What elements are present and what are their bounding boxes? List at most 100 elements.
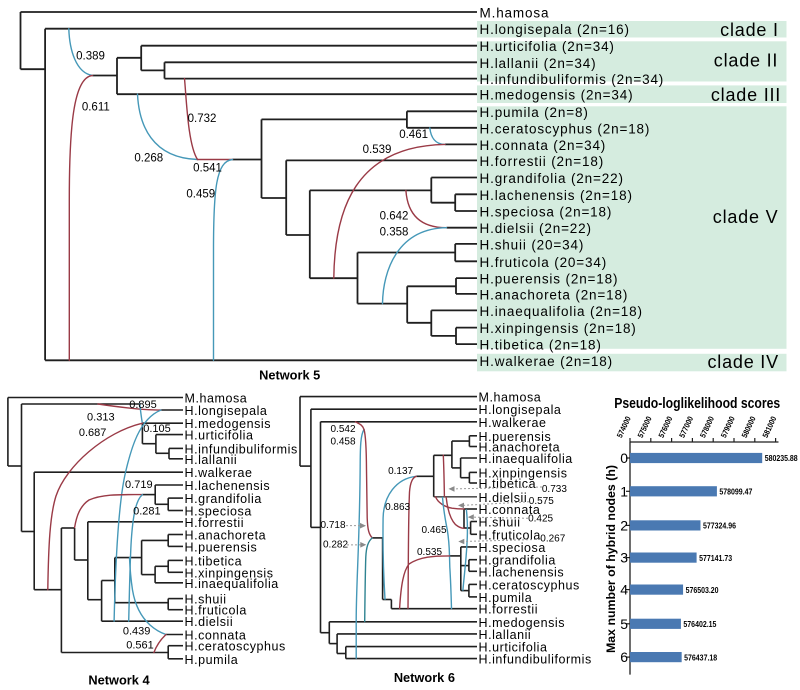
svg-text:1: 1 [620,483,628,499]
svg-text:H.connata: H.connata [185,629,247,643]
svg-text:H.speciosa: H.speciosa [185,505,252,519]
svg-text:0.389: 0.389 [76,51,105,63]
svg-text:581000: 581000 [761,415,779,440]
svg-text:clade IV: clade IV [707,352,778,372]
svg-text:H.lallanii: H.lallanii [479,628,532,642]
svg-text:0.461: 0.461 [399,129,428,141]
svg-text:0.137: 0.137 [388,466,413,477]
svg-text:H.shuii: H.shuii [479,516,521,530]
svg-text:580000: 580000 [740,415,758,440]
svg-text:576503.20: 576503.20 [686,586,719,595]
svg-text:H.tibetica: H.tibetica [479,477,537,491]
svg-text:577000: 577000 [678,415,696,440]
svg-text:Max number of hybrid nodes (h): Max number of hybrid nodes (h) [606,465,618,653]
svg-text:M.hamosa: M.hamosa [480,6,550,21]
svg-text:575000: 575000 [636,415,654,440]
svg-text:H.forrestii: H.forrestii [185,516,245,530]
svg-text:H.infundibuliformis (2n=34): H.infundibuliformis (2n=34) [480,72,665,87]
svg-text:0.718: 0.718 [320,520,345,531]
svg-text:576437.18: 576437.18 [684,653,717,662]
svg-text:578000: 578000 [698,415,716,440]
svg-text:0.642: 0.642 [380,211,409,223]
svg-text:H.lallanii: H.lallanii [185,453,238,467]
svg-text:H.dielsii: H.dielsii [185,615,234,629]
svg-text:6: 6 [620,649,628,665]
svg-text:H.walkerae: H.walkerae [479,416,547,430]
svg-text:H.xinpingensis: H.xinpingensis [479,466,568,480]
svg-text:H.lallanii (2n=34): H.lallanii (2n=34) [480,56,597,71]
svg-text:H.dielsii: H.dielsii [479,491,528,505]
svg-text:Network 6: Network 6 [394,670,455,685]
svg-text:H.lachenensis: H.lachenensis [185,479,271,493]
svg-text:0.541: 0.541 [193,163,222,175]
svg-text:H.fruticola (20=34): H.fruticola (20=34) [480,255,608,270]
svg-text:H.anachoreta: H.anachoreta [185,529,267,543]
svg-text:H.pumila: H.pumila [185,653,239,667]
svg-text:577324.96: 577324.96 [703,522,736,531]
svg-text:H.pumila: H.pumila [479,591,533,605]
svg-text:H.urticifolia: H.urticifolia [185,429,254,443]
svg-text:0.282: 0.282 [323,540,348,551]
svg-text:H.pumila (2n=8): H.pumila (2n=8) [480,105,589,120]
svg-text:H.fruticola: H.fruticola [185,604,247,618]
svg-text:H.grandifolia: H.grandifolia [185,492,262,506]
svg-text:H.medogensis: H.medogensis [185,417,272,431]
svg-text:0.267: 0.267 [540,534,565,545]
svg-text:578099.47: 578099.47 [719,488,752,497]
svg-text:0.575: 0.575 [529,496,554,507]
svg-text:H.dielsii (2n=22): H.dielsii (2n=22) [480,221,592,236]
svg-text:577141.73: 577141.73 [699,554,732,563]
svg-text:5: 5 [620,616,628,632]
svg-text:H.shuii: H.shuii [185,593,227,607]
svg-text:H.ceratoscyphus: H.ceratoscyphus [479,578,580,592]
svg-text:H.inaequalifolia: H.inaequalifolia [479,452,573,466]
svg-text:M.hamosa: M.hamosa [185,392,248,406]
svg-text:H.infundibuliformis: H.infundibuliformis [185,442,298,456]
svg-text:H.xinpingensis (2n=18): H.xinpingensis (2n=18) [480,321,637,336]
svg-text:0.611: 0.611 [82,101,110,113]
svg-text:0.425: 0.425 [528,513,553,524]
svg-text:0.732: 0.732 [188,113,217,125]
svg-text:0.687: 0.687 [79,427,107,439]
svg-text:0.458: 0.458 [330,436,355,447]
svg-text:H.urticifolia (2n=34): H.urticifolia (2n=34) [480,39,615,54]
svg-text:0.539: 0.539 [363,144,392,156]
svg-text:Network 5: Network 5 [259,368,320,383]
svg-text:0.542: 0.542 [330,424,355,435]
svg-text:0.268: 0.268 [134,153,163,165]
svg-text:H.anachoreta (2n=18): H.anachoreta (2n=18) [480,287,629,302]
svg-text:H.puerensis: H.puerensis [479,430,552,444]
svg-text:0: 0 [620,450,628,466]
svg-text:H.urticifolia: H.urticifolia [479,641,548,655]
svg-text:576000: 576000 [657,415,675,440]
svg-text:H.forrestii: H.forrestii [479,603,539,617]
svg-text:H.medogensis: H.medogensis [479,616,566,630]
svg-text:H.speciosa (2n=18): H.speciosa (2n=18) [480,205,613,220]
svg-text:H.grandifolia (2n=22): H.grandifolia (2n=22) [480,171,624,186]
svg-text:clade III: clade III [711,85,781,105]
svg-text:576402.15: 576402.15 [683,620,716,629]
svg-text:H.shuii (20=34): H.shuii (20=34) [480,237,585,252]
svg-text:H.longisepala: H.longisepala [185,404,268,418]
svg-text:579000: 579000 [719,415,737,440]
svg-text:M.hamosa: M.hamosa [479,391,542,405]
svg-text:H.fruticola: H.fruticola [479,528,541,542]
svg-text:clade V: clade V [713,207,779,227]
svg-text:H.inaequalifolia (2n=18): H.inaequalifolia (2n=18) [480,304,643,319]
svg-text:H.lachenensis (2n=18): H.lachenensis (2n=18) [480,188,633,203]
svg-text:0.358: 0.358 [380,227,409,239]
svg-text:H.inaequalifolia: H.inaequalifolia [185,577,279,591]
svg-text:Network 4: Network 4 [88,673,150,688]
svg-text:0.465: 0.465 [421,525,446,536]
svg-text:0.895: 0.895 [129,399,157,411]
svg-text:0.105: 0.105 [143,423,171,435]
svg-text:0.719: 0.719 [125,479,153,491]
svg-text:H.tibetica: H.tibetica [185,554,243,568]
svg-text:H.puerensis: H.puerensis [185,540,258,554]
svg-text:Pseudo-loglikelihood scores: Pseudo-loglikelihood scores [614,395,780,412]
svg-text:H.longisepala: H.longisepala [479,403,562,417]
svg-text:H.tibetica (2n=18): H.tibetica (2n=18) [480,338,602,353]
svg-text:H.lachenensis: H.lachenensis [479,565,565,579]
svg-text:2: 2 [620,517,628,533]
svg-text:4: 4 [620,582,628,598]
